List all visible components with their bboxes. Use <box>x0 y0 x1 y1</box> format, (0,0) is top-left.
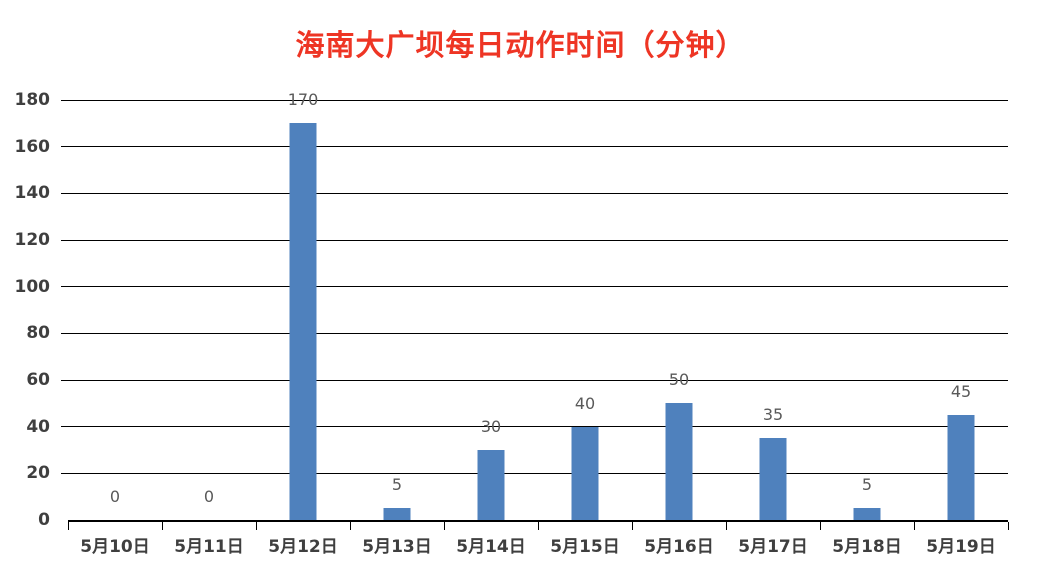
bar-slot: 0 <box>162 100 256 520</box>
bar <box>477 450 505 520</box>
bar-value-label: 45 <box>950 382 972 401</box>
y-tick-label: 140 <box>14 183 51 204</box>
chart-title: 海南大广坝每日动作时间（分钟） <box>295 28 746 62</box>
x-axis-tick <box>632 522 633 530</box>
x-tick-label: 5月13日 <box>362 537 432 557</box>
bar-slot: 35 <box>726 100 820 520</box>
x-axis: 5月10日 5月11日 5月12日 5月13日 5月14日 5月15日 5月16日 5月17日… <box>68 532 1008 557</box>
gridline <box>61 379 1008 381</box>
x-tick-label: 5月17日 <box>738 537 808 557</box>
y-tick-label: 160 <box>14 136 51 157</box>
bars-container: 0 0 170 5 30 40 50 35 5 45 <box>68 91 1008 520</box>
bar-slot: 30 <box>444 100 538 520</box>
bar <box>383 508 411 520</box>
y-tick-label: 60 <box>26 370 50 390</box>
bar <box>759 438 787 520</box>
x-axis-tick <box>256 522 257 530</box>
bar-slot: 50 <box>632 100 726 520</box>
bar-slot: 5 <box>820 100 914 520</box>
gridline <box>61 472 1008 474</box>
bar-slot: 45 <box>914 100 1008 520</box>
x-axis-tick <box>914 522 915 530</box>
bar <box>853 508 881 520</box>
x-axis-tick <box>162 522 163 530</box>
y-tick-label: 180 <box>14 90 51 110</box>
gridline <box>61 426 1008 428</box>
bar-slot: 5 <box>350 100 444 520</box>
x-axis-tick <box>1008 522 1009 530</box>
x-axis-tick <box>444 522 445 530</box>
x-tick-label: 5月16日 <box>644 537 714 557</box>
gridline <box>61 146 1008 148</box>
bar-value-label: 5 <box>861 475 873 494</box>
x-tick-label: 5月10日 <box>80 537 150 557</box>
bar <box>665 403 693 520</box>
x-tick-label: 5月18日 <box>832 537 902 557</box>
bar-slot: 0 <box>68 100 162 520</box>
y-tick-label: 40 <box>26 416 50 437</box>
x-tick-label: 5月11日 <box>174 537 244 557</box>
bar-value-label: 0 <box>203 487 215 506</box>
gridline <box>61 286 1008 288</box>
y-tick-label: 20 <box>26 463 50 484</box>
x-axis-tick <box>538 522 539 530</box>
x-axis-tick <box>820 522 821 530</box>
y-tick-label: 120 <box>14 230 51 250</box>
gridline <box>61 239 1008 241</box>
bar-value-label: 50 <box>668 370 690 389</box>
bar <box>571 427 599 520</box>
y-tick-label: 100 <box>14 276 51 297</box>
bar-value-label: 5 <box>391 475 403 494</box>
y-tick-label: 0 <box>38 510 50 530</box>
x-tick-label: 5月15日 <box>550 537 620 557</box>
bar-value-label: 35 <box>762 405 784 424</box>
bar <box>289 123 317 520</box>
y-tick-label: 80 <box>26 323 50 344</box>
gridline <box>61 332 1008 334</box>
gridline <box>61 99 1008 101</box>
bar-slot: 40 <box>538 100 632 520</box>
gridline <box>61 192 1008 194</box>
bar-value-label: 30 <box>480 417 502 436</box>
bar-slot: 170 <box>256 91 350 520</box>
x-tick-label: 5月19日 <box>926 537 996 557</box>
bar <box>947 415 975 520</box>
plot-area: 0 0 170 5 30 40 50 35 5 45 <box>61 91 1009 530</box>
x-tick-label: 5月12日 <box>268 537 338 557</box>
bar-value-label: 170 <box>287 90 319 109</box>
x-tick-label: 5月14日 <box>456 537 526 557</box>
x-axis-tick <box>68 522 69 530</box>
x-axis-tick <box>726 522 727 530</box>
y-axis: 0 20 40 60 80 100 120 140 160 180 <box>0 90 60 530</box>
bar-value-label: 0 <box>109 487 121 506</box>
x-axis-tick <box>350 522 351 530</box>
bar-value-label: 40 <box>574 394 596 413</box>
